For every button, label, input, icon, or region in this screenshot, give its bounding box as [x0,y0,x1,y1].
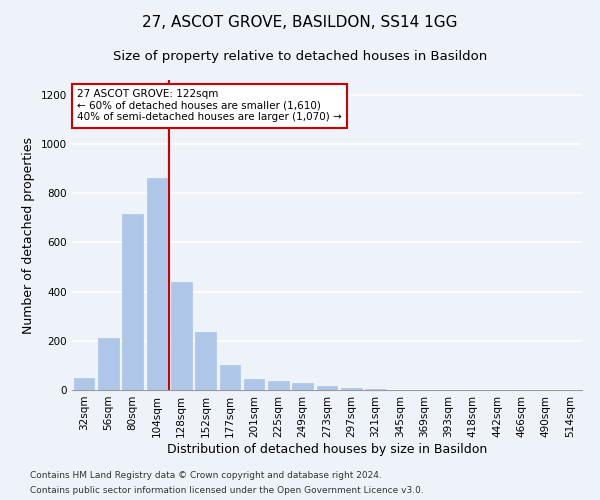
Text: 27, ASCOT GROVE, BASILDON, SS14 1GG: 27, ASCOT GROVE, BASILDON, SS14 1GG [142,15,458,30]
Bar [171,282,191,390]
Text: Distribution of detached houses by size in Basildon: Distribution of detached houses by size … [167,442,487,456]
Y-axis label: Number of detached properties: Number of detached properties [22,136,35,334]
Bar [146,178,167,390]
Bar [365,389,386,390]
Text: Contains public sector information licensed under the Open Government Licence v3: Contains public sector information licen… [30,486,424,495]
Bar [292,384,313,390]
Text: Size of property relative to detached houses in Basildon: Size of property relative to detached ho… [113,50,487,63]
Bar [317,386,337,390]
Bar [244,380,265,390]
Bar [195,332,216,390]
Text: Contains HM Land Registry data © Crown copyright and database right 2024.: Contains HM Land Registry data © Crown c… [30,471,382,480]
Text: 27 ASCOT GROVE: 122sqm
← 60% of detached houses are smaller (1,610)
40% of semi-: 27 ASCOT GROVE: 122sqm ← 60% of detached… [77,90,342,122]
Bar [220,366,240,390]
Bar [98,338,119,390]
Bar [122,214,143,390]
Bar [268,381,289,390]
Bar [74,378,94,390]
Bar [341,388,362,390]
